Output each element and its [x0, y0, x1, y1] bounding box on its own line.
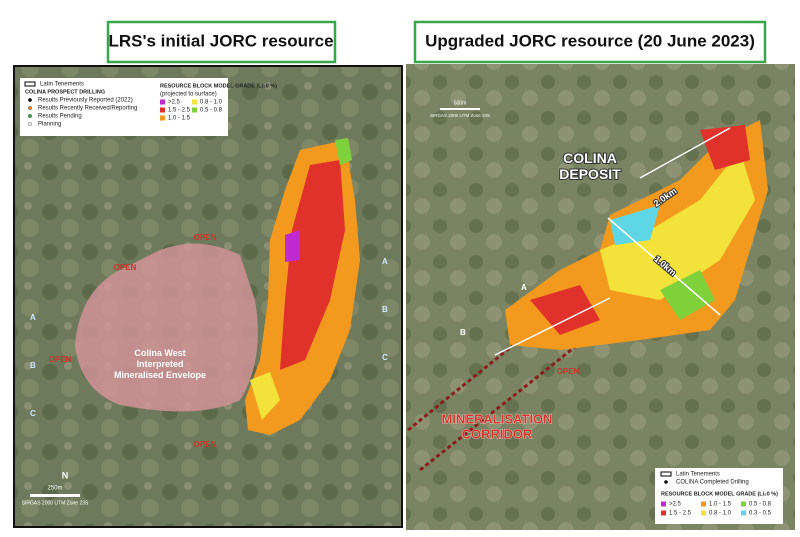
legend-label: Latin Tenements	[676, 472, 720, 478]
legend-label: Planning	[38, 122, 61, 128]
legend-swatch	[661, 501, 666, 507]
legend-swatch	[192, 99, 197, 105]
legend-swatch	[24, 81, 36, 87]
section-label: B	[382, 305, 388, 314]
deposit-label: COLINA DEPOSIT	[559, 150, 621, 182]
scale-label: 250m	[47, 486, 62, 492]
corridor-label: MINERALISATION CORRIDOR	[442, 412, 553, 442]
legend-swatch	[701, 501, 706, 507]
projection: SIRGAS 2000 UTM Zone 23S	[22, 500, 89, 506]
legend-swatch	[701, 510, 706, 516]
legend-dot	[28, 121, 33, 126]
legend-swatch	[160, 107, 165, 113]
section-label: B	[460, 328, 466, 337]
legend-label: >2.5	[168, 100, 181, 106]
right-map: COLINA DEPOSIT 2.0km 1.0km OPEN MINERALIS…	[406, 64, 795, 530]
legend-box	[655, 468, 783, 524]
legend-label: 1.0 - 1.5	[168, 116, 191, 122]
legend-label: Results Previously Reported (2022)	[38, 98, 133, 104]
legend-label: COLINA Completed Drilling	[676, 480, 749, 486]
open-label: OPEN	[194, 440, 217, 449]
legend-dot	[28, 105, 33, 110]
legend-heading: COLINA PROSPECT DRILLING	[25, 89, 105, 95]
legend-heading: RESOURCE BLOCK MODEL GRADE (Li₂0 %)	[661, 491, 778, 497]
scale-label: 500m	[454, 100, 467, 106]
legend-label: Results Recently Received/Reporting	[38, 106, 137, 112]
section-label: B	[30, 361, 36, 370]
right-title: Upgraded JORC resource (20 June 2023)	[425, 31, 755, 50]
legend-label: 1.0 - 1.5	[709, 502, 732, 508]
section-label: A	[382, 257, 388, 266]
legend-swatch	[741, 510, 746, 516]
north-arrow: N	[62, 470, 69, 480]
legend-label: Latin Tenements	[40, 82, 84, 88]
legend-swatch	[661, 510, 666, 516]
legend-swatch	[160, 99, 165, 105]
open-label: OPEN	[194, 233, 217, 242]
section-label: A	[30, 313, 36, 322]
section-label: A	[521, 283, 527, 292]
legend-dot	[28, 113, 33, 118]
legend-label: >2.5	[669, 502, 682, 508]
legend-label: 0.3 - 0.5	[749, 511, 772, 517]
projection: SIRGAS 2000 UTM Zone 23S	[430, 113, 490, 118]
legend-label: 0.8 - 1.0	[200, 100, 223, 106]
envelope-label: Colina West Interpreted Mineralised Envelo…	[114, 348, 206, 380]
legend-swatch	[160, 115, 165, 121]
legend-swatch	[192, 107, 197, 113]
legend-note: (projected to surface)	[160, 92, 217, 98]
legend-label: Results Pending	[38, 114, 82, 120]
legend-dot	[28, 97, 33, 102]
title-box	[413, 20, 767, 64]
legend-dot	[664, 480, 668, 484]
legend-box	[20, 78, 228, 136]
envelope	[75, 243, 258, 412]
legend-label: 0.8 - 1.0	[709, 511, 732, 517]
legend-label: 0.5 - 0.8	[749, 502, 772, 508]
legend-swatch	[741, 501, 746, 507]
legend-label: 1.5 - 2.5	[669, 511, 692, 517]
open-label: OPEN	[557, 367, 580, 376]
open-label: OPEN	[49, 355, 72, 364]
section-label: C	[30, 409, 36, 418]
legend-label: 0.5 - 0.8	[200, 108, 223, 114]
section-label: C	[382, 353, 388, 362]
legend-heading: RESOURCE BLOCK MODEL GRADE (Li₂0 %)	[160, 83, 277, 89]
legend-label: 1.5 - 2.5	[168, 108, 191, 114]
title-box	[106, 20, 337, 64]
left-title: LRS's initial JORC resource	[108, 31, 333, 50]
legend-swatch	[660, 471, 672, 477]
open-label: OPEN	[114, 263, 137, 272]
